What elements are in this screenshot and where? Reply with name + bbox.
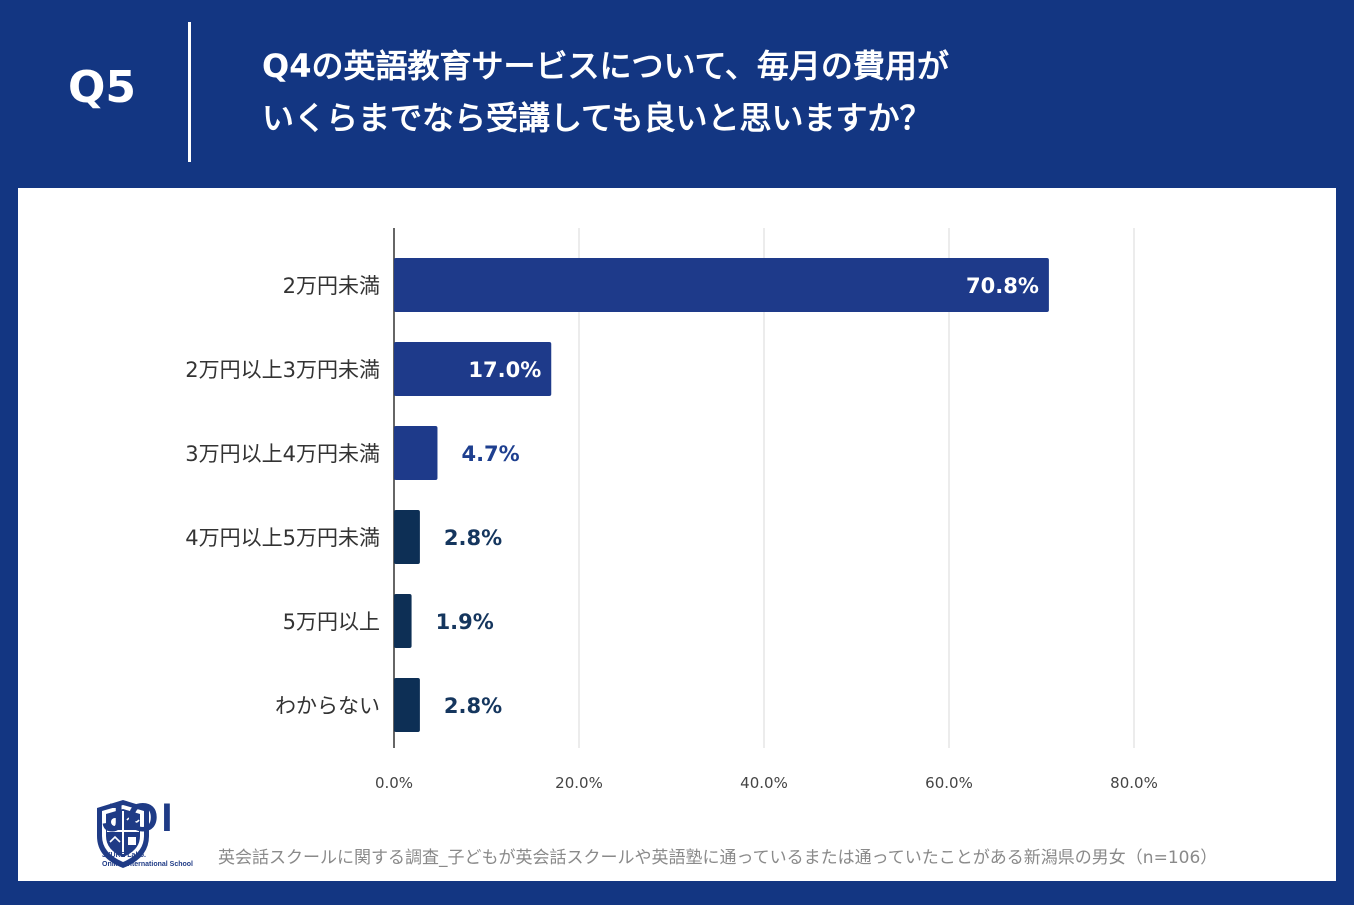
value-label: 4.7%: [461, 442, 519, 466]
logo-subtitle-2: Online International School: [102, 861, 194, 868]
category-label: 2万円以上3万円未満: [185, 358, 380, 382]
chart-panel: 0.0% 20.0% 40.0% 60.0% 80.0% 2万円未満 70.8% 2万円以上3…: [18, 188, 1336, 881]
value-label: 17.0%: [468, 358, 541, 382]
value-label: 2.8%: [444, 526, 502, 550]
value-label: 70.8%: [966, 274, 1039, 298]
bar: [394, 678, 420, 732]
x-tick-label: 40.0%: [740, 774, 788, 792]
category-label: 2万円未満: [283, 274, 380, 298]
logo-text: JOI: [102, 796, 176, 840]
question-text: Q4の英語教育サービスについて、毎月の費用が いくらまでなら受講しても良いと思い…: [262, 40, 1322, 144]
x-tick-label: 0.0%: [375, 774, 413, 792]
logo-subtitle-1: JYUKE Labo.: [102, 852, 146, 859]
x-tick-label: 60.0%: [925, 774, 973, 792]
x-tick-label: 20.0%: [555, 774, 603, 792]
question-line-2: いくらまでなら受講しても良いと思いますか？: [262, 99, 932, 137]
category-label: わからない: [275, 694, 380, 718]
category-label: 5万円以上: [283, 610, 380, 634]
bar: [394, 426, 438, 480]
header-divider: [188, 22, 191, 162]
question-number: Q5: [68, 62, 137, 113]
x-tick-label: 80.0%: [1110, 774, 1158, 792]
bar: [394, 258, 1049, 312]
value-label: 1.9%: [436, 610, 494, 634]
category-label: 4万円以上5万円未満: [185, 526, 380, 550]
bar-chart: 0.0% 20.0% 40.0% 60.0% 80.0% 2万円未満 70.8% 2万円以上3…: [185, 228, 1158, 792]
category-label: 3万円以上4万円未満: [185, 442, 380, 466]
value-label: 2.8%: [444, 694, 502, 718]
survey-footnote: 英会話スクールに関する調査_子どもが英会話スクールや英語塾に通っているまたは通っ…: [218, 848, 1218, 868]
bar: [394, 594, 412, 648]
joi-emblem-icon: [97, 800, 149, 868]
bar: [394, 342, 552, 396]
question-line-1: Q4の英語教育サービスについて、毎月の費用が: [262, 47, 949, 85]
bar: [394, 510, 420, 564]
